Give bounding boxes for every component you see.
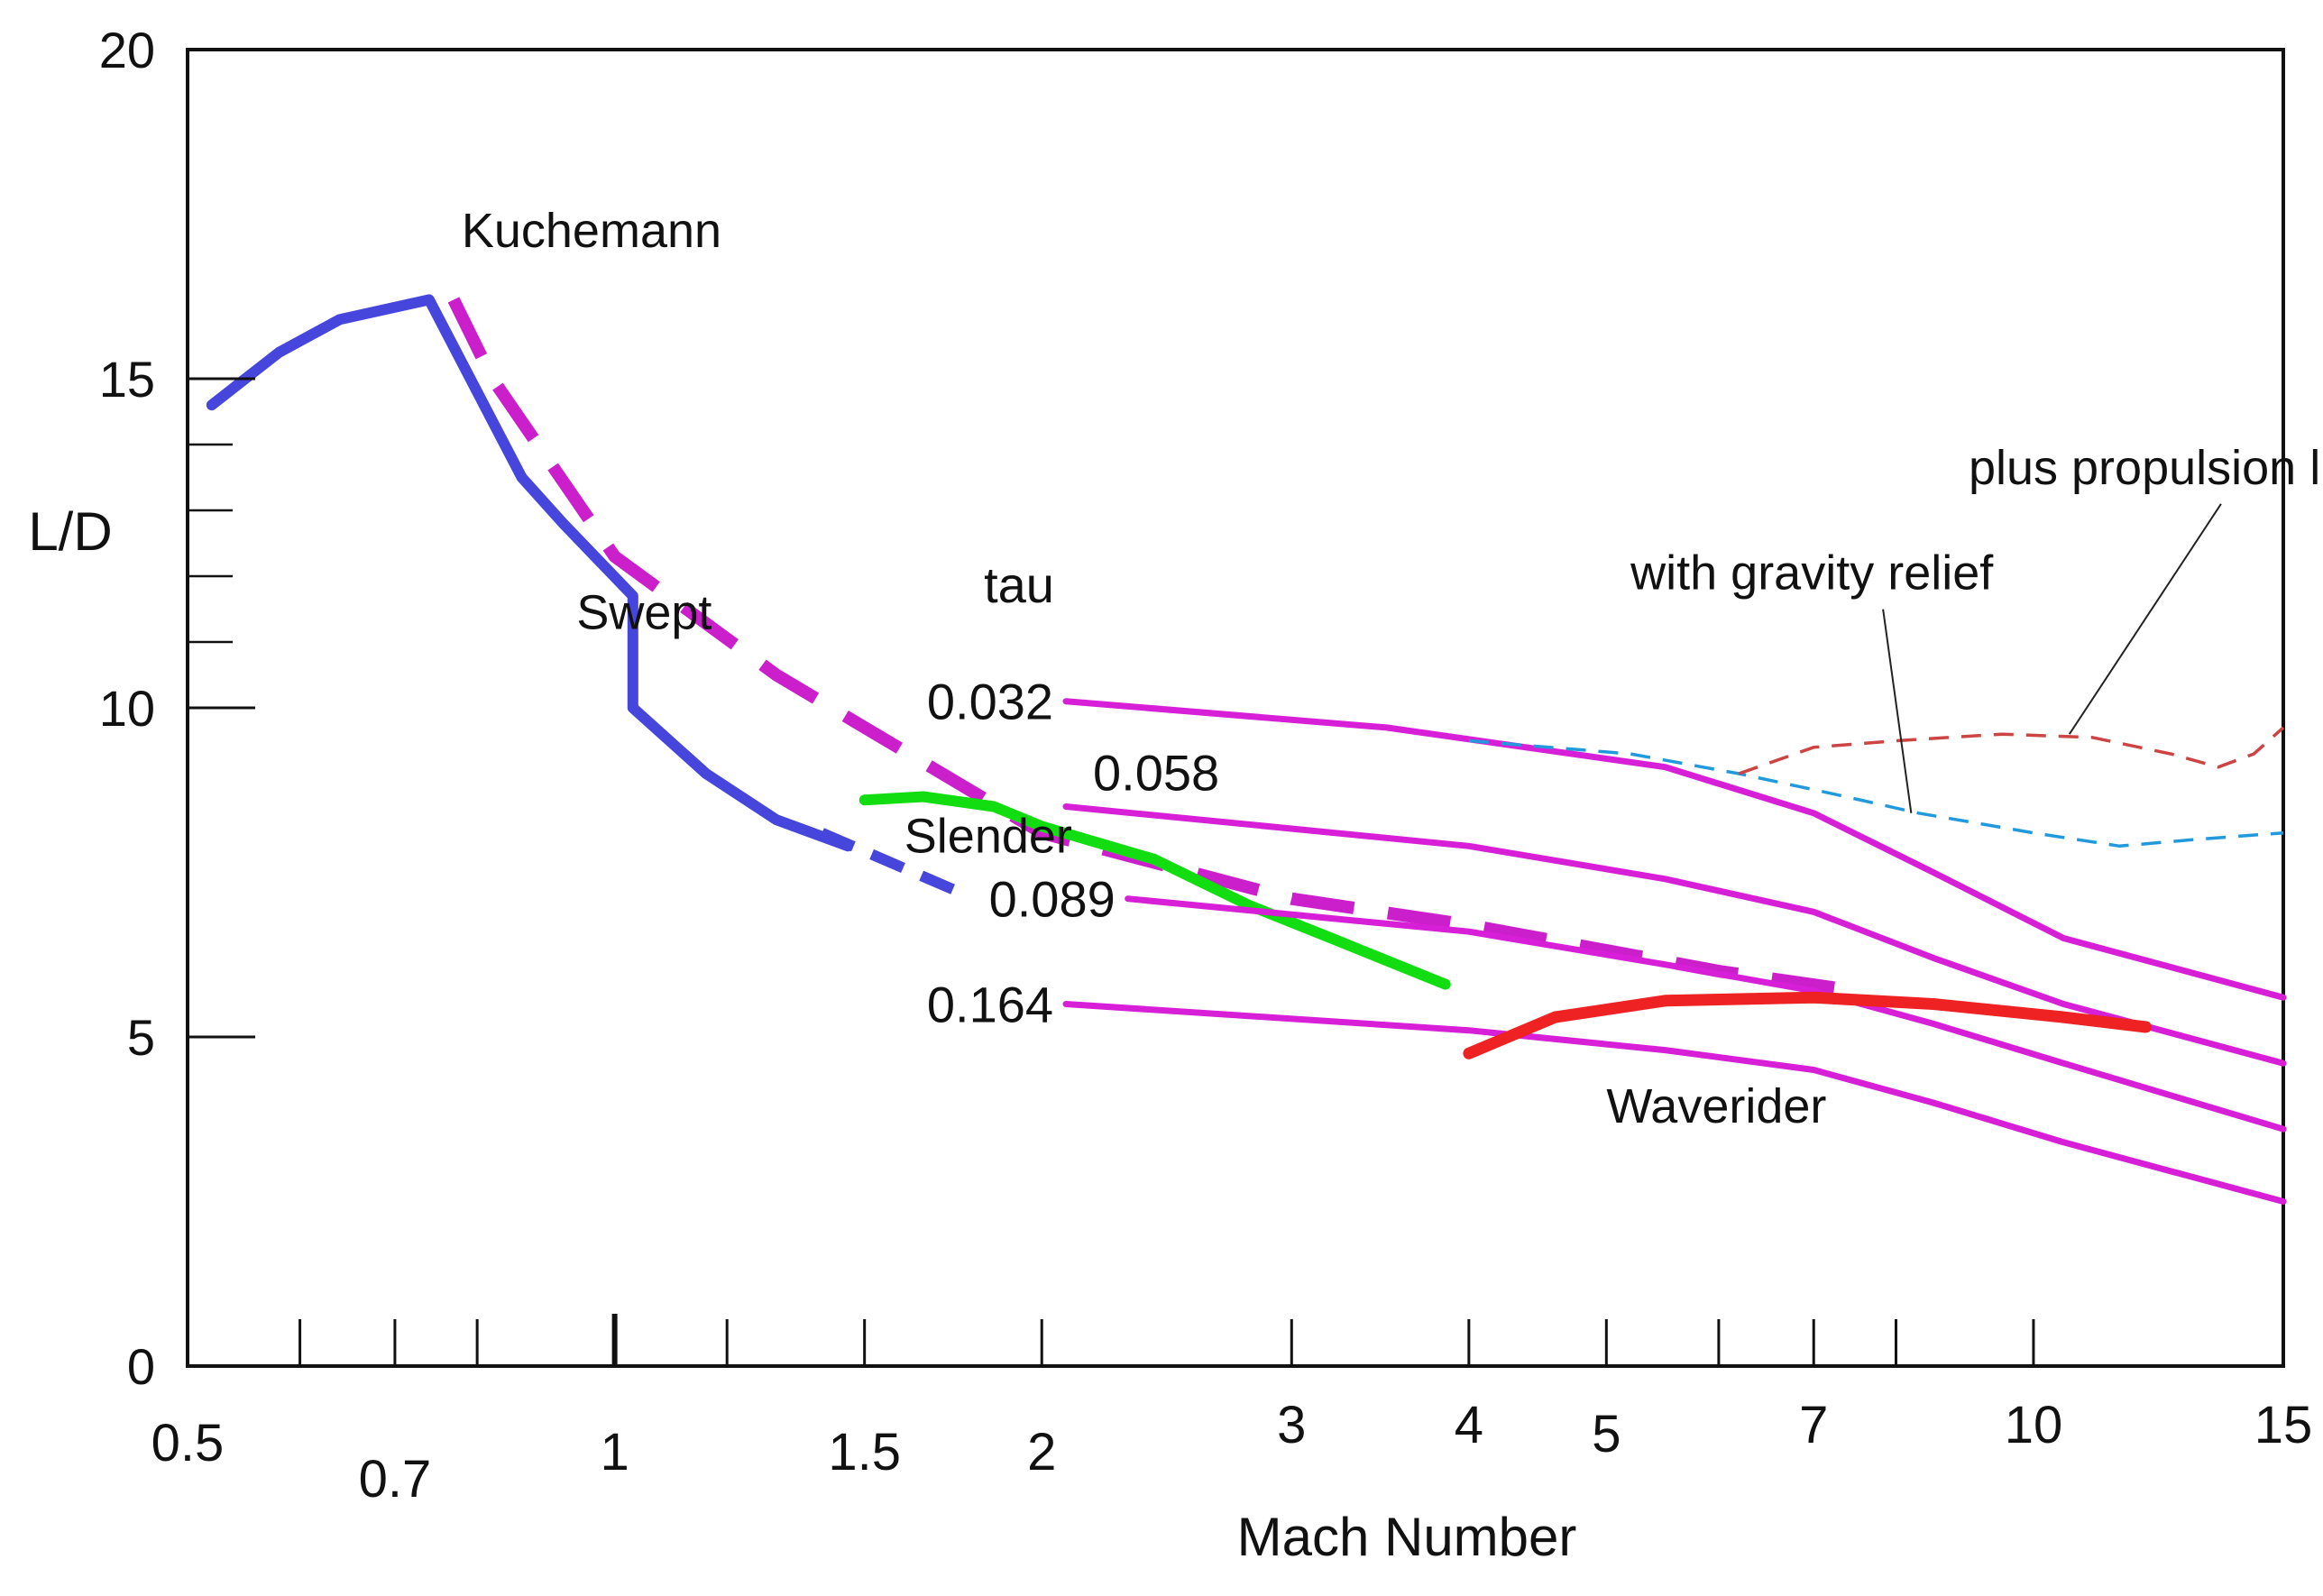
x-tick-label: 0.5: [152, 1414, 225, 1472]
annotation-label: Kuchemann: [462, 204, 721, 258]
tau-value-label: 0.058: [1093, 745, 1219, 802]
series-kuchemann: [447, 297, 1858, 997]
series-tau-0-058: [1062, 803, 2287, 1067]
x-tick-label: 15: [2254, 1396, 2313, 1454]
annotation-label: Swept: [576, 585, 712, 639]
y-tick-label: 5: [127, 1009, 155, 1066]
series-green-curve: [858, 791, 1451, 990]
x-tick-label: 3: [1277, 1396, 1306, 1454]
y-tick-label: 0: [127, 1338, 155, 1395]
annotation-pointer-line: [1882, 609, 1913, 813]
series-tau-0-089: [1125, 895, 2287, 1133]
series-swept: [206, 294, 854, 852]
x-tick-label: 0.7: [359, 1450, 432, 1509]
tau-value-label: 0.164: [927, 977, 1053, 1033]
series-tau-0-032: [1062, 698, 2287, 1001]
annotation-label: plus propulsion lift: [1969, 441, 2323, 495]
series-plus-propulsion-lift: [1738, 726, 2285, 775]
y-tick-label: 10: [99, 680, 155, 737]
series-waverider: [1463, 991, 2152, 1059]
x-tick-label: 1.5: [828, 1423, 901, 1481]
annotation-pointers: [1882, 503, 2222, 813]
tau-header: tau: [984, 556, 1054, 613]
series-with-gravity-relief: [1468, 738, 2284, 848]
annotation-pointer-line: [2068, 503, 2222, 735]
x-tick-label: 1: [600, 1423, 629, 1481]
x-tick-label: 5: [1592, 1405, 1621, 1463]
axis-ticks: [186, 48, 2285, 1368]
x-tick-label: 7: [1799, 1396, 1828, 1454]
y-axis-title: L/D: [28, 501, 112, 562]
y-tick-label: 15: [99, 351, 155, 408]
x-tick-label: 10: [2005, 1396, 2063, 1454]
x-axis-title: Mach Number: [1237, 1507, 1577, 1567]
tau-value-label: 0.032: [927, 674, 1053, 730]
series-slender: [820, 828, 962, 897]
x-tick-label: 2: [1027, 1423, 1056, 1481]
x-tick-label: 4: [1455, 1396, 1483, 1454]
y-tick-label: 20: [99, 22, 155, 78]
text-layer: 0 5 10 15 20 0.5 0.7 1 1.5 2 3 4 5 7 10 15 Mach Number L/…: [28, 22, 2323, 1567]
tau-value-label: 0.089: [989, 871, 1116, 928]
annotation-label: Slender: [904, 810, 1072, 864]
series-layer: [206, 294, 2287, 1205]
series-tau-0-164: [1062, 1001, 2287, 1205]
annotation-label: with gravity relief: [1630, 546, 1994, 601]
annotation-label: Waverider: [1606, 1079, 1826, 1133]
